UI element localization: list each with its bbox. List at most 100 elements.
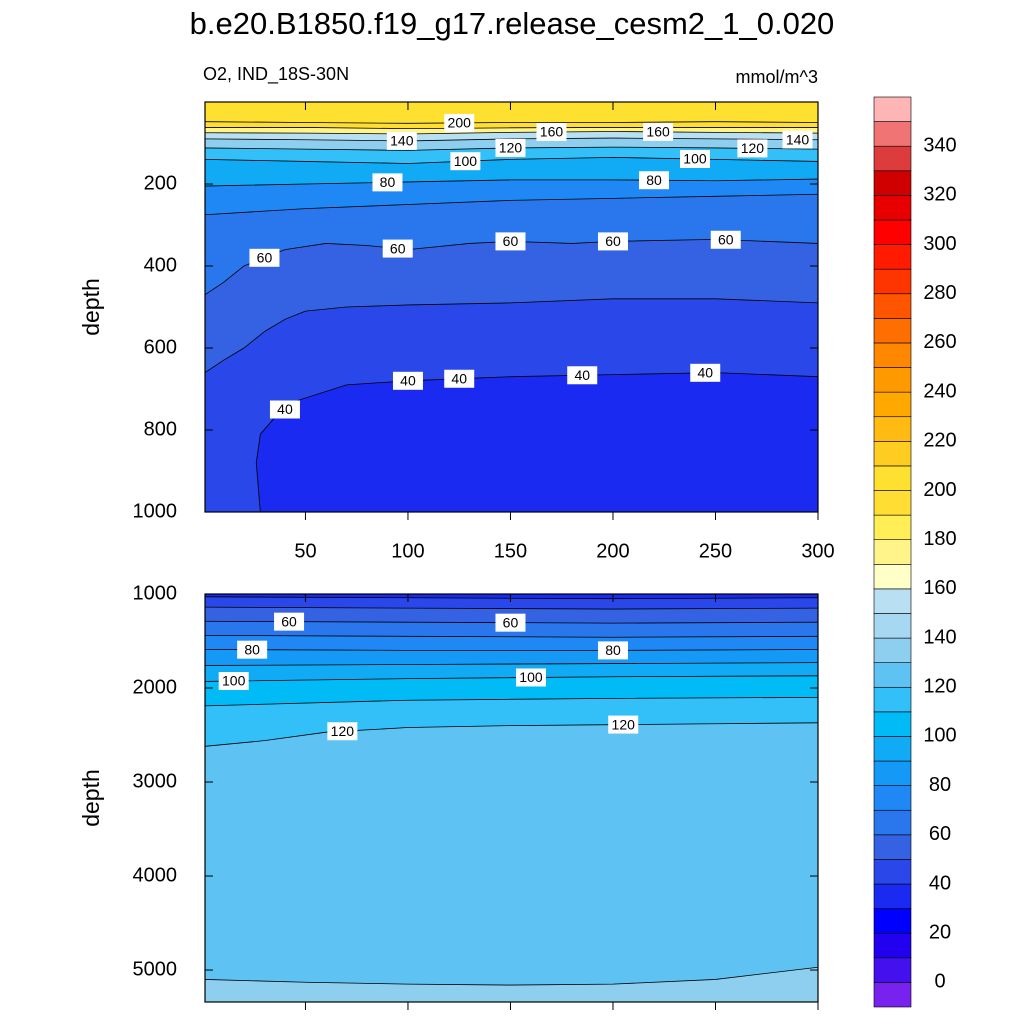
- contour-line: [255, 372, 818, 512]
- contour-label-box: [690, 363, 721, 382]
- y-axis-label: depth: [78, 278, 104, 336]
- contour-label-box: [372, 173, 403, 192]
- colorbar-label: 120: [923, 676, 956, 698]
- contour-line: [205, 662, 818, 666]
- contour-label-box: [536, 123, 567, 142]
- contour-label-box: [269, 400, 300, 419]
- plot-frame: [204, 593, 819, 1003]
- contour-label: 40: [697, 365, 713, 381]
- y-tick-label: 1000: [133, 500, 178, 522]
- x-tick-label: 150: [494, 540, 527, 562]
- contour-label: 60: [605, 233, 621, 249]
- contour-label-box: [567, 366, 598, 385]
- colorbar-label: 320: [923, 184, 956, 206]
- contour-label-box: [444, 369, 475, 388]
- contour-label-box: [643, 122, 674, 141]
- colorbar-box: [873, 514, 912, 541]
- contour-label: 60: [718, 231, 734, 247]
- colorbar-box: [873, 539, 912, 565]
- contour-label-box: [382, 239, 413, 258]
- contour-label: 120: [499, 140, 523, 156]
- colorbar-box: [873, 785, 912, 811]
- colorbar-box: [873, 957, 912, 983]
- colorbar-box: [873, 441, 912, 467]
- contour-label: 80: [244, 641, 260, 657]
- contour-label-box: [237, 640, 268, 659]
- colorbar-label: 200: [923, 479, 956, 501]
- y-tick-label: 400: [144, 254, 177, 276]
- plot-area: 200 160 160 140 140 120 120 100 100 80 80 60 60 60 60 6…: [205, 102, 818, 512]
- colorbar-box: [873, 342, 912, 368]
- colorbar-box: [873, 318, 912, 344]
- contour-line: [205, 178, 818, 187]
- colorbar-box: [873, 145, 912, 172]
- colorbar-label: 340: [923, 134, 956, 156]
- contour-label-box: [782, 130, 813, 149]
- contour-label: 120: [612, 716, 636, 732]
- contour-label: 40: [574, 367, 590, 383]
- contour-fill: [205, 722, 818, 1002]
- colorbar-label: 20: [929, 921, 951, 943]
- colorbar-label: 140: [923, 626, 956, 648]
- contour-label-box: [495, 232, 526, 251]
- units: mmol/m^3: [736, 67, 818, 87]
- y-tick-label: 600: [144, 336, 177, 358]
- subtitle: O2, IND_18S-30N: [203, 64, 349, 85]
- x-tick-label: 100: [391, 540, 424, 562]
- contour-label-box: [597, 641, 628, 660]
- colorbar-box: [873, 195, 912, 221]
- y-tick-label: 4000: [133, 864, 178, 886]
- colorbar-label: 240: [923, 380, 956, 402]
- contour-label: 200: [448, 115, 472, 131]
- y-axis-label: depth: [78, 769, 104, 827]
- y-tick-label: 2000: [133, 676, 178, 698]
- contour-label: 40: [451, 370, 467, 386]
- contour-line: [205, 966, 818, 986]
- contour-line: [205, 137, 818, 142]
- colorbar-box: [873, 613, 912, 639]
- colorbar-box: [873, 883, 912, 909]
- colorbar-box: [873, 809, 912, 836]
- colorbar-label: 300: [923, 233, 956, 255]
- y-tick-label: 5000: [133, 958, 178, 980]
- y-tick-label: 1000: [133, 582, 178, 604]
- colorbar-label: 280: [923, 282, 956, 304]
- colorbar-box: [873, 637, 912, 663]
- colorbar-box: [873, 563, 912, 590]
- contour-label: 100: [222, 673, 246, 689]
- colorbar-label: 40: [929, 872, 951, 894]
- contour-label: 140: [786, 131, 810, 147]
- contour-label: 160: [540, 124, 564, 140]
- contour-label-box: [249, 248, 280, 267]
- contour-fill: [256, 372, 818, 512]
- contour-label-box: [327, 722, 358, 741]
- y-tick-label: 200: [144, 172, 177, 194]
- contour-label: 120: [741, 140, 765, 156]
- contour-label-box: [495, 613, 526, 632]
- contour-label-box: [218, 672, 249, 691]
- contour-line: [205, 697, 818, 707]
- colorbar-box: [873, 490, 912, 516]
- colorbar-box: [873, 244, 912, 270]
- x-tick-label: 50: [294, 540, 316, 562]
- colorbar-box: [873, 170, 912, 196]
- y-tick-label: 3000: [133, 770, 178, 792]
- contour-label-box: [515, 668, 546, 687]
- colorbar-label: 100: [923, 725, 956, 747]
- contour-fill: [205, 967, 818, 1002]
- contour-line: [205, 121, 818, 124]
- contour-label: 160: [646, 124, 670, 140]
- contour-label: 100: [683, 151, 707, 167]
- colorbar-box: [873, 932, 912, 959]
- contour-label-box: [608, 715, 639, 734]
- contour-line: [205, 156, 818, 164]
- colorbar-box: [873, 121, 912, 147]
- contour-label-box: [444, 113, 475, 132]
- contour-line: [205, 722, 818, 747]
- colorbar-label: 180: [923, 528, 956, 550]
- colorbar-box: [873, 416, 912, 442]
- colorbar-box: [873, 662, 912, 688]
- contour-label-box: [679, 149, 710, 168]
- colorbar-label: 60: [929, 823, 951, 845]
- colorbar-box: [873, 686, 912, 713]
